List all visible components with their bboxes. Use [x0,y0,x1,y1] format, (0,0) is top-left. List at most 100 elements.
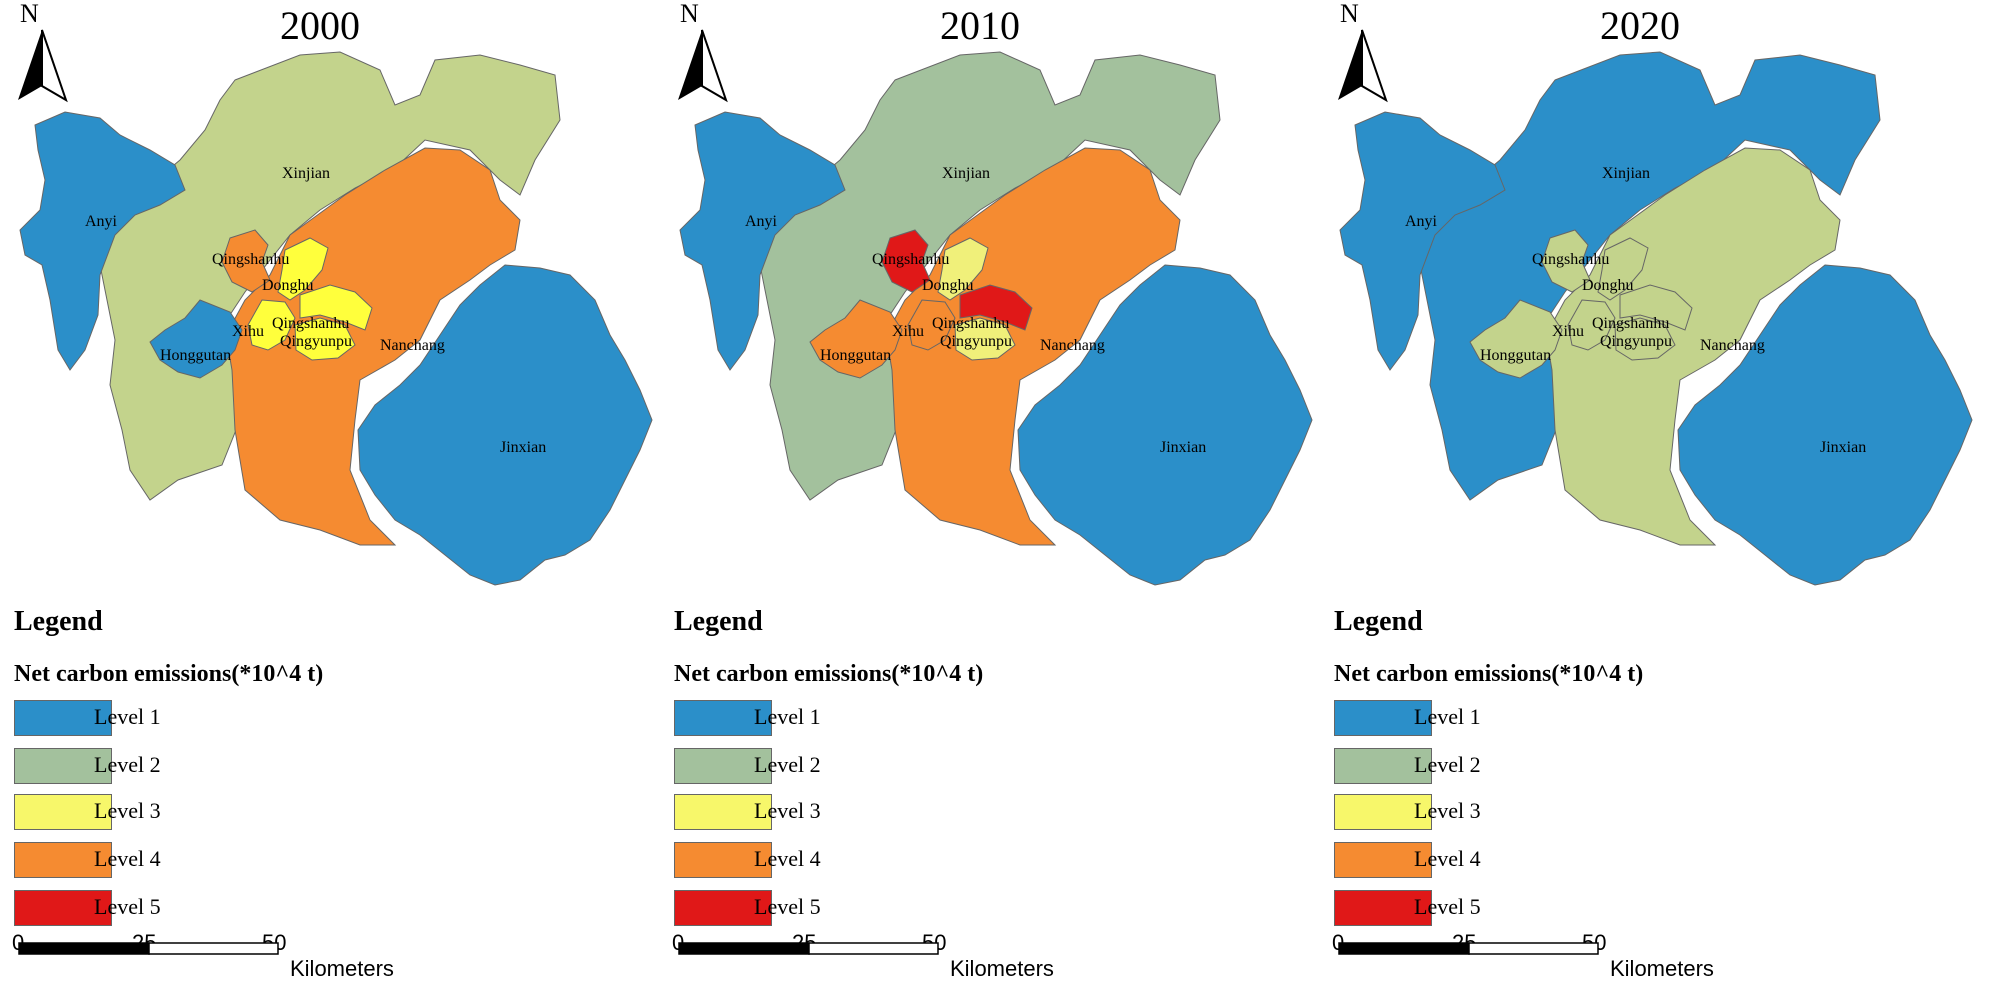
legend-swatch [14,890,112,926]
region-honggutan [809,299,903,379]
label-jinxian: Jinxian [1820,439,1866,456]
legend-title: Legend [14,606,103,637]
label-honggutan: Honggutan [160,347,231,364]
label-qingshanhu-east: Qingshanhu [272,315,349,332]
label-xinjian: Xinjian [942,165,990,182]
region-jinxian [1017,264,1313,586]
map-panel: 2020 N Xinjian Anyi Qingshanhu Donghu Qi… [1320,0,1980,990]
label-xinjian: Xinjian [1602,165,1650,182]
legend-swatch [1334,842,1432,878]
legend-swatch [674,700,772,736]
panel-year-title: 2000 [280,3,360,48]
region-anyi [679,111,846,371]
label-qingshanhu-east: Qingshanhu [1592,315,1669,332]
legend-label: Level 3 [754,798,821,823]
scale-unit: Kilometers [1610,956,1714,981]
label-nanchang: Nanchang [380,337,445,354]
legend-swatch [1334,794,1432,830]
district-map: Xinjian Anyi Qingshanhu Donghu Qingshanh… [1339,51,1973,586]
district-map: Xinjian Anyi Qingshanhu Donghu Qingshanh… [19,51,653,586]
legend-label: Level 4 [754,846,821,871]
scale-bar [678,942,939,955]
label-qingyunpu: Qingyunpu [940,333,1012,350]
label-anyi: Anyi [85,213,118,230]
label-qingshanhu-west: Qingshanhu [1532,251,1609,268]
scale-bar [1338,942,1599,955]
legend-label: Level 5 [1414,894,1481,919]
region-qingyunpu [1614,317,1676,361]
label-donghu: Donghu [262,277,314,294]
legend-swatch [14,842,112,878]
north-label: N [20,0,39,28]
region-qingyunpu [294,317,356,361]
region-qingyunpu [954,317,1016,361]
north-arrow-icon: N [1338,0,1388,103]
label-honggutan: Honggutan [1480,347,1551,364]
label-qingshanhu-west: Qingshanhu [872,251,949,268]
region-donghu [277,237,329,301]
scale-unit: Kilometers [290,956,394,981]
district-map: Xinjian Anyi Qingshanhu Donghu Qingshanh… [679,51,1313,586]
region-qingshanhu-west [221,229,271,293]
region-qingshanhu-east [1619,284,1693,331]
label-qingshanhu-west: Qingshanhu [212,251,289,268]
legend-label: Level 1 [754,704,821,729]
region-jinxian [357,264,653,586]
north-arrow-icon: N [18,0,68,103]
legend-subtitle: Net carbon emissions(*10^4 t) [1334,661,1644,687]
panel-year-title: 2010 [940,3,1020,48]
legend-title: Legend [1334,606,1423,637]
label-xihu: Xihu [232,323,264,340]
north-label: N [1340,0,1359,28]
region-qingshanhu-east [959,284,1033,331]
legend-label: Level 4 [94,846,161,871]
label-jinxian: Jinxian [1160,439,1206,456]
legend-swatch [1334,748,1432,784]
legend-swatch [674,842,772,878]
label-honggutan: Honggutan [820,347,891,364]
legend-swatch [14,700,112,736]
legend-swatch [1334,890,1432,926]
legend-subtitle: Net carbon emissions(*10^4 t) [14,661,324,687]
legend-swatch [674,748,772,784]
label-qingyunpu: Qingyunpu [280,333,352,350]
scale-bar [18,942,279,955]
label-anyi: Anyi [1405,213,1438,230]
region-anyi [1339,111,1506,371]
label-anyi: Anyi [745,213,778,230]
legend-label: Level 2 [754,752,821,777]
legend-swatch [674,794,772,830]
region-anyi [19,111,186,371]
region-honggutan [149,299,243,379]
region-honggutan [1469,299,1563,379]
label-donghu: Donghu [922,277,974,294]
legend-label: Level 2 [1414,752,1481,777]
legend-label: Level 1 [1414,704,1481,729]
region-xihu [247,299,296,351]
legend-label: Level 3 [1414,798,1481,823]
region-qingshanhu-west [881,229,931,293]
legend-subtitle: Net carbon emissions(*10^4 t) [674,661,984,687]
legend-label: Level 1 [94,704,161,729]
legend-label: Level 4 [1414,846,1481,871]
region-jinxian [1677,264,1973,586]
legend-swatch [1334,700,1432,736]
region-donghu [1597,237,1649,301]
label-xinjian: Xinjian [282,165,330,182]
label-qingshanhu-east: Qingshanhu [932,315,1009,332]
map-panel: 2000 N Xinjian Anyi Qingshanhu Donghu Qi… [0,0,660,990]
map-panel: 2010 N Xinjian Anyi Qingshanhu Donghu Qi… [660,0,1320,990]
legend-swatch [14,794,112,830]
region-qingshanhu-west [1541,229,1591,293]
legend-swatch [14,748,112,784]
label-xihu: Xihu [892,323,924,340]
region-donghu [937,237,989,301]
label-xihu: Xihu [1552,323,1584,340]
panel-year-title: 2020 [1600,3,1680,48]
region-xihu [1567,299,1616,351]
legend-title: Legend [674,606,763,637]
label-nanchang: Nanchang [1040,337,1105,354]
north-arrow-icon: N [678,0,728,103]
legend-label: Level 5 [754,894,821,919]
region-qingshanhu-east [299,284,373,331]
